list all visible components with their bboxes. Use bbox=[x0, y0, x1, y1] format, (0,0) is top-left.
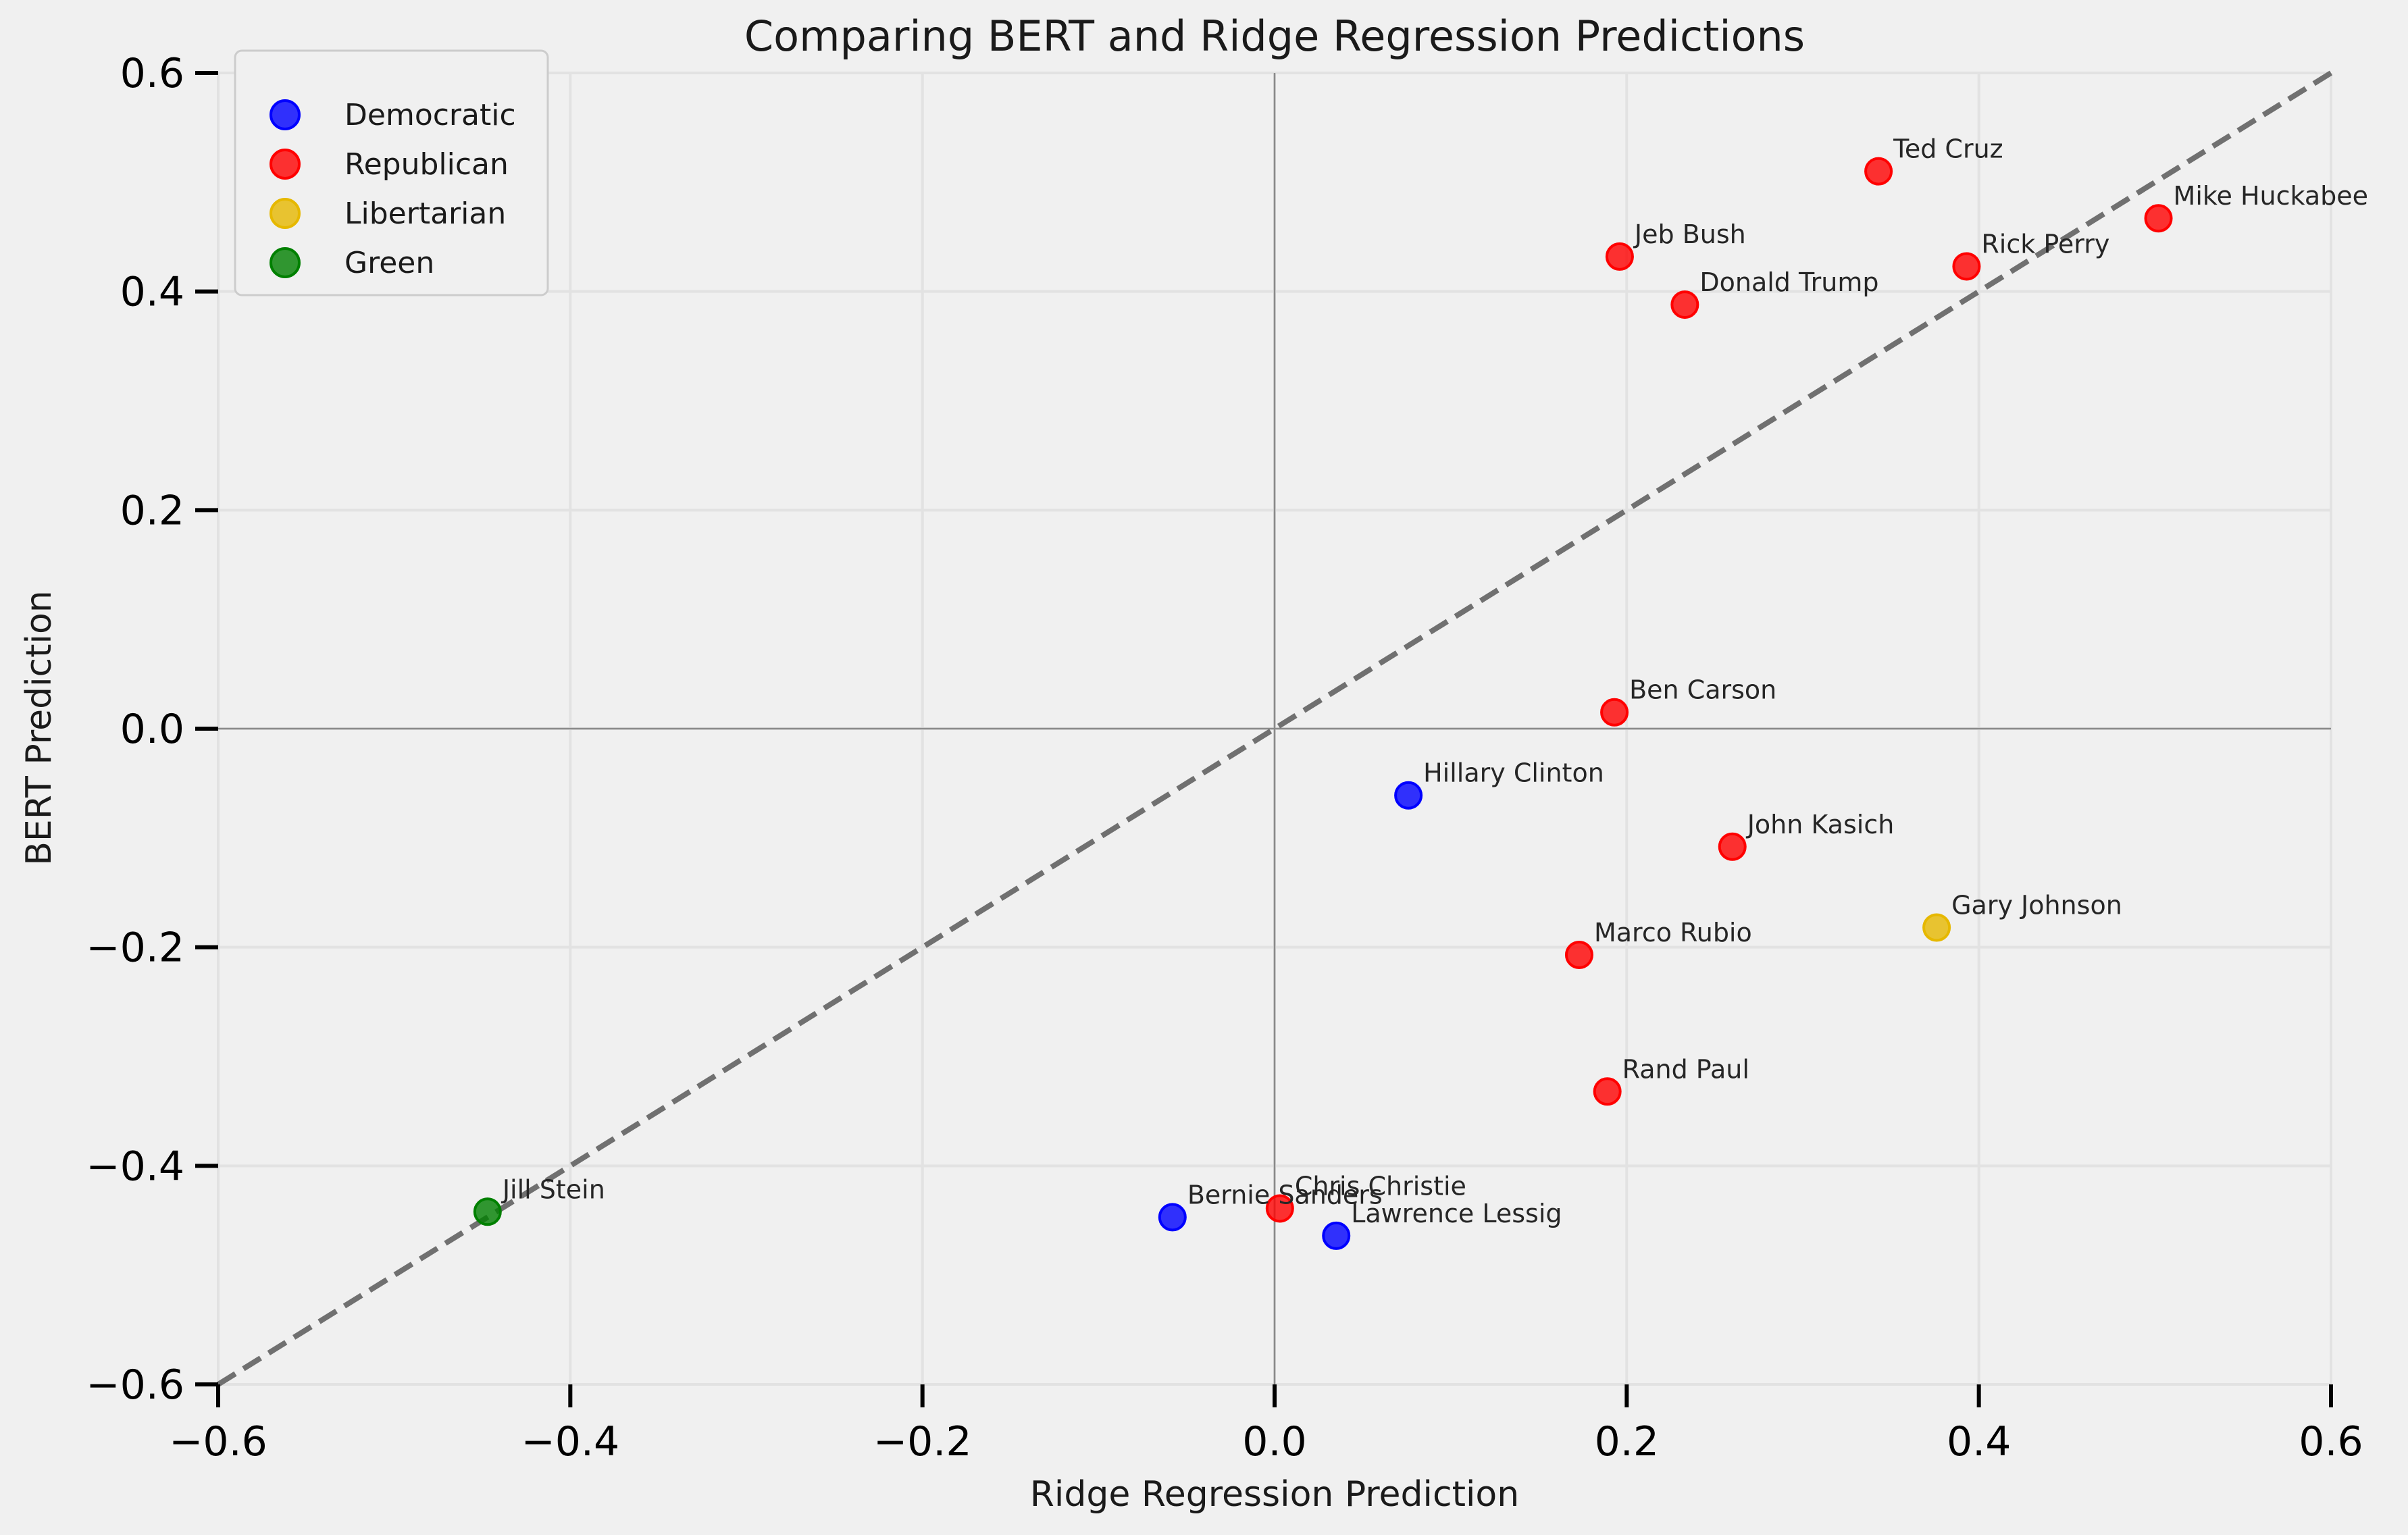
x-tick-label: −0.2 bbox=[873, 1418, 972, 1465]
data-point-democratic bbox=[1394, 781, 1423, 810]
data-point-republican bbox=[1952, 252, 1981, 281]
legend-marker bbox=[270, 198, 301, 229]
y-tick-label: −0.2 bbox=[86, 925, 184, 972]
zero-axis-lines bbox=[218, 73, 2331, 1384]
data-point-republican bbox=[1593, 1077, 1622, 1106]
data-point-democratic bbox=[1158, 1203, 1187, 1232]
legend: Democratic Republican Libertarian Green bbox=[234, 49, 549, 296]
legend-label: Republican bbox=[344, 147, 509, 182]
x-axis-label: Ridge Regression Prediction bbox=[1030, 1474, 1519, 1515]
x-tick-label: 0.6 bbox=[2299, 1418, 2363, 1465]
legend-marker bbox=[270, 247, 301, 278]
y-tick-label: 0.2 bbox=[120, 487, 184, 534]
data-point-republican bbox=[1265, 1194, 1294, 1223]
x-tick-label: −0.6 bbox=[169, 1418, 267, 1465]
point-label: Lawrence Lessig bbox=[1351, 1199, 1562, 1228]
point-label: Bernie Sanders bbox=[1187, 1180, 1383, 1209]
point-label: John Kasich bbox=[1746, 810, 1895, 839]
data-point-republican bbox=[1670, 290, 1699, 319]
legend-label: Democratic bbox=[344, 98, 516, 132]
data-point-democratic bbox=[1322, 1221, 1351, 1250]
point-label: Hillary Clinton bbox=[1423, 758, 1604, 788]
point-label: Marco Rubio bbox=[1594, 918, 1752, 947]
data-point-republican bbox=[1605, 242, 1634, 271]
legend-marker bbox=[270, 149, 301, 180]
point-label: Donald Trump bbox=[1699, 267, 1878, 297]
data-point-libertarian bbox=[1922, 913, 1951, 942]
x-tick-label: 0.2 bbox=[1595, 1418, 1659, 1465]
y-tick-label: 0.4 bbox=[120, 269, 184, 316]
point-label: Jeb Bush bbox=[1633, 219, 1746, 249]
data-points bbox=[473, 157, 2173, 1250]
y-tick-label: −0.6 bbox=[86, 1361, 184, 1409]
data-point-republican bbox=[1864, 157, 1893, 186]
point-label: Jill Stein bbox=[501, 1174, 605, 1204]
point-label: Ben Carson bbox=[1629, 675, 1776, 705]
x-tick-label: 0.4 bbox=[1947, 1418, 2011, 1465]
point-label: Gary Johnson bbox=[1951, 891, 2122, 920]
data-point-green bbox=[473, 1197, 502, 1226]
y-tick-label: −0.4 bbox=[86, 1143, 184, 1190]
y-tick-label: 0.6 bbox=[120, 50, 184, 97]
point-label: Ted Cruz bbox=[1893, 134, 2003, 164]
point-label: Chris Christie bbox=[1295, 1171, 1466, 1201]
data-point-republican bbox=[1564, 940, 1593, 969]
data-point-republican bbox=[2144, 204, 2173, 233]
legend-marker bbox=[270, 99, 301, 130]
chart-title: Comparing BERT and Ridge Regression Pred… bbox=[744, 11, 1805, 61]
y-axis-label: BERT Prediction bbox=[19, 590, 59, 866]
x-tick-label: 0.0 bbox=[1242, 1418, 1306, 1465]
x-tick-label: −0.4 bbox=[521, 1418, 619, 1465]
x-axis-ticks: −0.6 −0.4 −0.2 0.0 0.2 0.4 0.6 bbox=[169, 1384, 2363, 1465]
data-point-republican bbox=[1600, 698, 1629, 727]
legend-frame bbox=[234, 49, 549, 296]
legend-label: Green bbox=[344, 246, 434, 280]
point-label: Mike Huckabee bbox=[2174, 181, 2369, 211]
y-axis-ticks: −0.6 −0.4 −0.2 0.0 0.2 0.4 0.6 bbox=[86, 50, 218, 1409]
point-label: Rick Perry bbox=[1981, 229, 2109, 259]
data-point-republican bbox=[1718, 832, 1747, 861]
y-tick-label: 0.0 bbox=[120, 706, 184, 753]
point-label: Rand Paul bbox=[1622, 1054, 1749, 1084]
legend-label: Libertarian bbox=[344, 197, 506, 231]
